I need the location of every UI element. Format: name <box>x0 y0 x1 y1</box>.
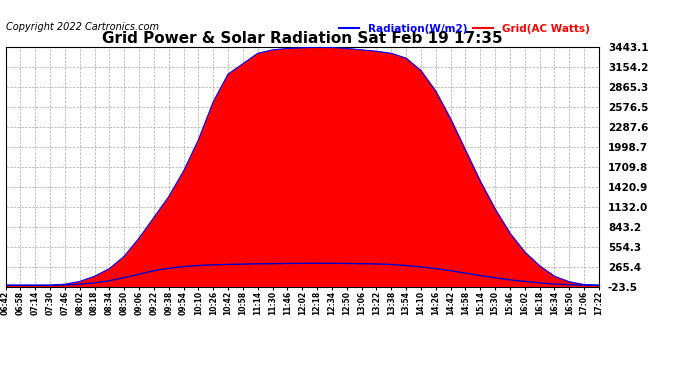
Title: Grid Power & Solar Radiation Sat Feb 19 17:35: Grid Power & Solar Radiation Sat Feb 19 … <box>102 31 502 46</box>
Legend: Radiation(W/m2), Grid(AC Watts): Radiation(W/m2), Grid(AC Watts) <box>335 20 593 38</box>
Text: Copyright 2022 Cartronics.com: Copyright 2022 Cartronics.com <box>6 22 159 33</box>
